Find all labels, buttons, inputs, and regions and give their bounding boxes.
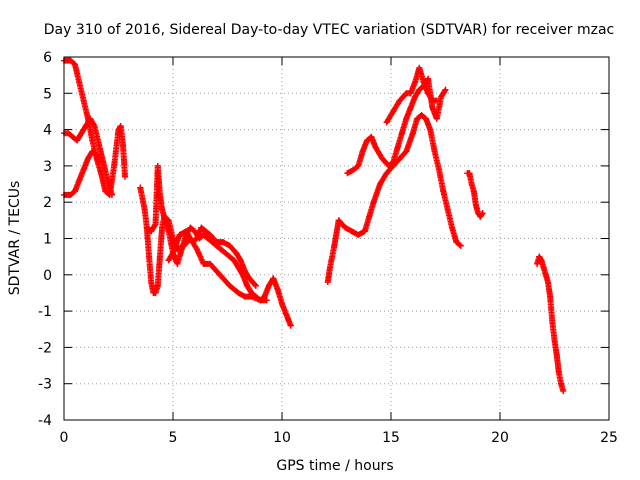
series-marker-trail xyxy=(165,224,259,289)
y-tick-label: 5 xyxy=(43,86,52,102)
series-track-g xyxy=(324,112,464,286)
series-track-f xyxy=(165,224,259,289)
y-tick-label: 3 xyxy=(43,159,52,175)
x-tick-label: 25 xyxy=(600,430,618,446)
series-marker-trail xyxy=(344,75,449,177)
series-marker-trail xyxy=(61,148,102,198)
y-tick-label: 4 xyxy=(43,123,52,139)
series-track-c xyxy=(61,148,102,198)
chart-title: Day 310 of 2016, Sidereal Day-to-day VTE… xyxy=(44,22,614,38)
series-track-i xyxy=(383,64,440,126)
series-track-h xyxy=(344,75,449,177)
data-points xyxy=(61,57,567,394)
series-track-k xyxy=(534,253,567,394)
y-axis-label: SDTVAR / TECUs xyxy=(7,181,23,296)
y-tick-label: -1 xyxy=(38,304,52,320)
series-track-e xyxy=(143,162,294,329)
x-tick-label: 15 xyxy=(382,430,400,446)
y-tick-label: 2 xyxy=(43,195,52,211)
plot-frame xyxy=(63,56,610,421)
axis-ticks: 0 5 10 15 20 25 -4 -3 -2 -1 0 1 2 3 4 5 6 xyxy=(38,50,618,446)
y-tick-label: 6 xyxy=(43,50,52,66)
x-tick-label: 20 xyxy=(491,430,509,446)
y-tick-label: -3 xyxy=(38,377,52,393)
series-marker-trail xyxy=(324,112,464,286)
x-tick-label: 0 xyxy=(60,430,69,446)
y-tick-label: -2 xyxy=(38,340,52,356)
y-tick-label: -4 xyxy=(38,413,52,429)
x-tick-label: 10 xyxy=(273,430,291,446)
series-marker-trail xyxy=(383,64,440,126)
series-track-j xyxy=(464,170,486,220)
series-marker-trail xyxy=(464,170,486,220)
x-tick-label: 5 xyxy=(169,430,178,446)
y-tick-label: 1 xyxy=(43,232,52,248)
series-marker-trail xyxy=(143,162,294,329)
x-axis-label: GPS time / hours xyxy=(276,458,393,474)
y-tick-label: 0 xyxy=(43,268,52,284)
series-marker-trail xyxy=(534,253,567,394)
